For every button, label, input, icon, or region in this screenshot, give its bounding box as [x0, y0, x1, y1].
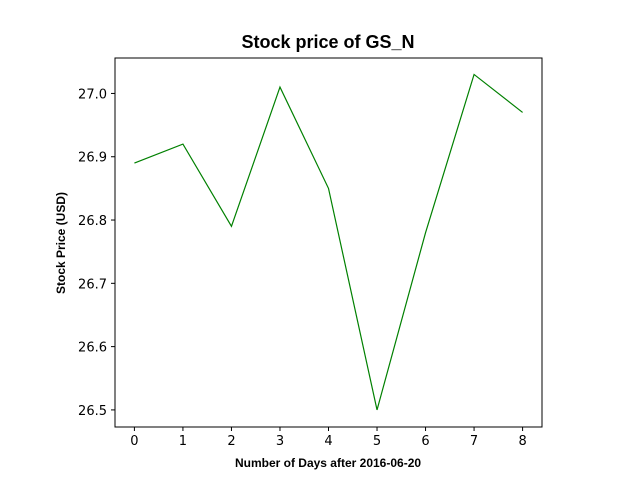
x-tick-label: 8 — [518, 434, 526, 449]
y-tick-label: 26.7 — [78, 277, 107, 292]
x-tick-label: 0 — [130, 434, 138, 449]
y-tick-label: 27.0 — [78, 87, 107, 102]
x-tick-label: 3 — [276, 434, 284, 449]
y-tick-label: 26.9 — [78, 151, 107, 166]
y-axis-label: Stock Price (USD) — [54, 192, 68, 294]
plot-frame — [114, 57, 543, 428]
x-tick-label: 6 — [421, 434, 429, 449]
y-tick-label: 26.6 — [78, 341, 107, 356]
x-tick-label: 5 — [373, 434, 381, 449]
x-tick-label: 1 — [179, 434, 187, 449]
x-tick-label: 4 — [324, 434, 332, 449]
y-tick-label: 26.8 — [78, 214, 107, 229]
series-line — [134, 73, 523, 411]
x-axis-label: Number of Days after 2016-06-20 — [235, 456, 421, 470]
x-tick-label: 7 — [470, 434, 478, 449]
plot-area: 0 1 2 3 4 5 6 7 8 26.5 26.6 26.7 26.8 26.9 27.0 — [78, 57, 543, 449]
chart-title: Stock price of GS_N — [241, 32, 414, 52]
y-tick-label: 26.5 — [78, 404, 107, 419]
x-tick-label: 2 — [227, 434, 235, 449]
